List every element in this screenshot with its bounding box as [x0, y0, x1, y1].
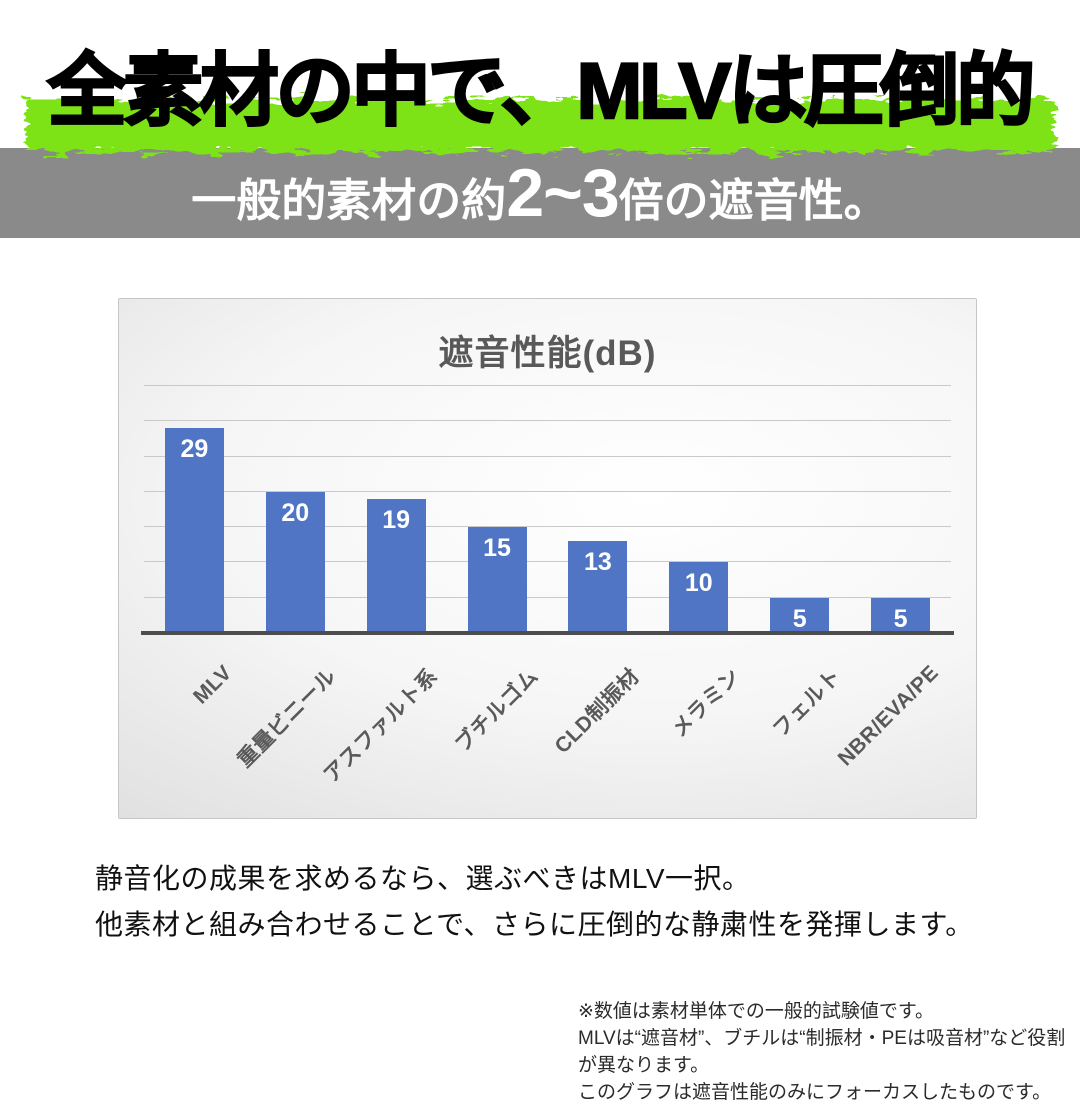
- category-label: ブチルゴム: [450, 664, 543, 757]
- bar: 19: [366, 498, 426, 633]
- body-line-2: 他素材と組み合わせることで、さらに圧倒的な静粛性を発揮します。: [95, 909, 974, 940]
- bar-value-label: 10: [684, 569, 713, 598]
- category-label: NBR/EVA/PE: [833, 661, 943, 771]
- bar: 20: [265, 491, 325, 633]
- bar-chart: 遮音性能(dB) 29 20 19 15 13 10 5 5 MLV 重量ビニール アスファルト系…: [118, 298, 977, 819]
- plot-area: 29 20 19 15 13 10 5 5: [141, 385, 954, 635]
- footnote-line-1: ※数値は素材単体での一般的試験値です。: [578, 1001, 935, 1022]
- bar-value-label: 5: [893, 604, 908, 633]
- bar-value-label: 20: [281, 498, 310, 527]
- footnote: ※数値は素材単体での一般的試験値です。 MLVは“遮音材”、ブチルは“制振材・P…: [578, 998, 1080, 1106]
- bar: 15: [467, 527, 527, 633]
- bar-value-label: 13: [584, 548, 612, 577]
- bar-value-label: 29: [180, 435, 209, 464]
- bar-value-label: 5: [792, 604, 807, 633]
- category-label: メラミン: [667, 664, 745, 742]
- body-line-1: 静音化の成果を求めるなら、選ぶべきはMLV一択。: [95, 863, 751, 894]
- subheadline-banner: 一般的素材の約 2~3 倍の遮音性。: [0, 148, 1080, 238]
- x-axis-line: [141, 631, 954, 635]
- banner-text-prefix: 一般的素材の約: [191, 175, 507, 226]
- headline-highlight-stripe: [26, 100, 1054, 152]
- category-label: フェルト: [768, 664, 846, 742]
- gridline: [144, 561, 951, 563]
- body-text: 静音化の成果を求めるなら、選ぶべきはMLV一択。 他素材と組み合わせることで、さ…: [95, 856, 974, 948]
- gridline: [144, 455, 951, 457]
- bar: 5: [871, 597, 931, 633]
- gridline: [144, 385, 951, 386]
- gridline: [144, 526, 951, 528]
- gridline: [144, 596, 951, 598]
- footnote-line-2: MLVは“遮音材”、ブチルは“制振材・PEは吸音材”など役割が異なります。: [578, 1028, 1066, 1076]
- bar-value-label: 19: [382, 505, 411, 534]
- bar: 10: [669, 562, 729, 633]
- category-label: MLV: [189, 661, 237, 709]
- footnote-line-3: このグラフは遮音性能のみにフォーカスしたものです。: [578, 1082, 1052, 1103]
- bar-value-label: 15: [483, 534, 511, 563]
- bar: 29: [164, 428, 224, 633]
- chart-title: 遮音性能(dB): [438, 334, 657, 373]
- category-labels: MLV 重量ビニール アスファルト系 ブチルゴム CLD制振材 メラミン フェルト NBR/E…: [144, 637, 951, 812]
- category-label: CLD制振材: [550, 664, 644, 758]
- bar: 13: [568, 541, 628, 633]
- banner-text-emphasis: 2~3: [506, 155, 619, 231]
- gridline: [144, 490, 951, 492]
- bar: 5: [770, 597, 830, 633]
- gridline: [144, 420, 951, 422]
- headline: 全素材の中で、MLVは圧倒的: [46, 45, 1036, 137]
- banner-text-suffix: 倍の遮音性。: [618, 175, 889, 226]
